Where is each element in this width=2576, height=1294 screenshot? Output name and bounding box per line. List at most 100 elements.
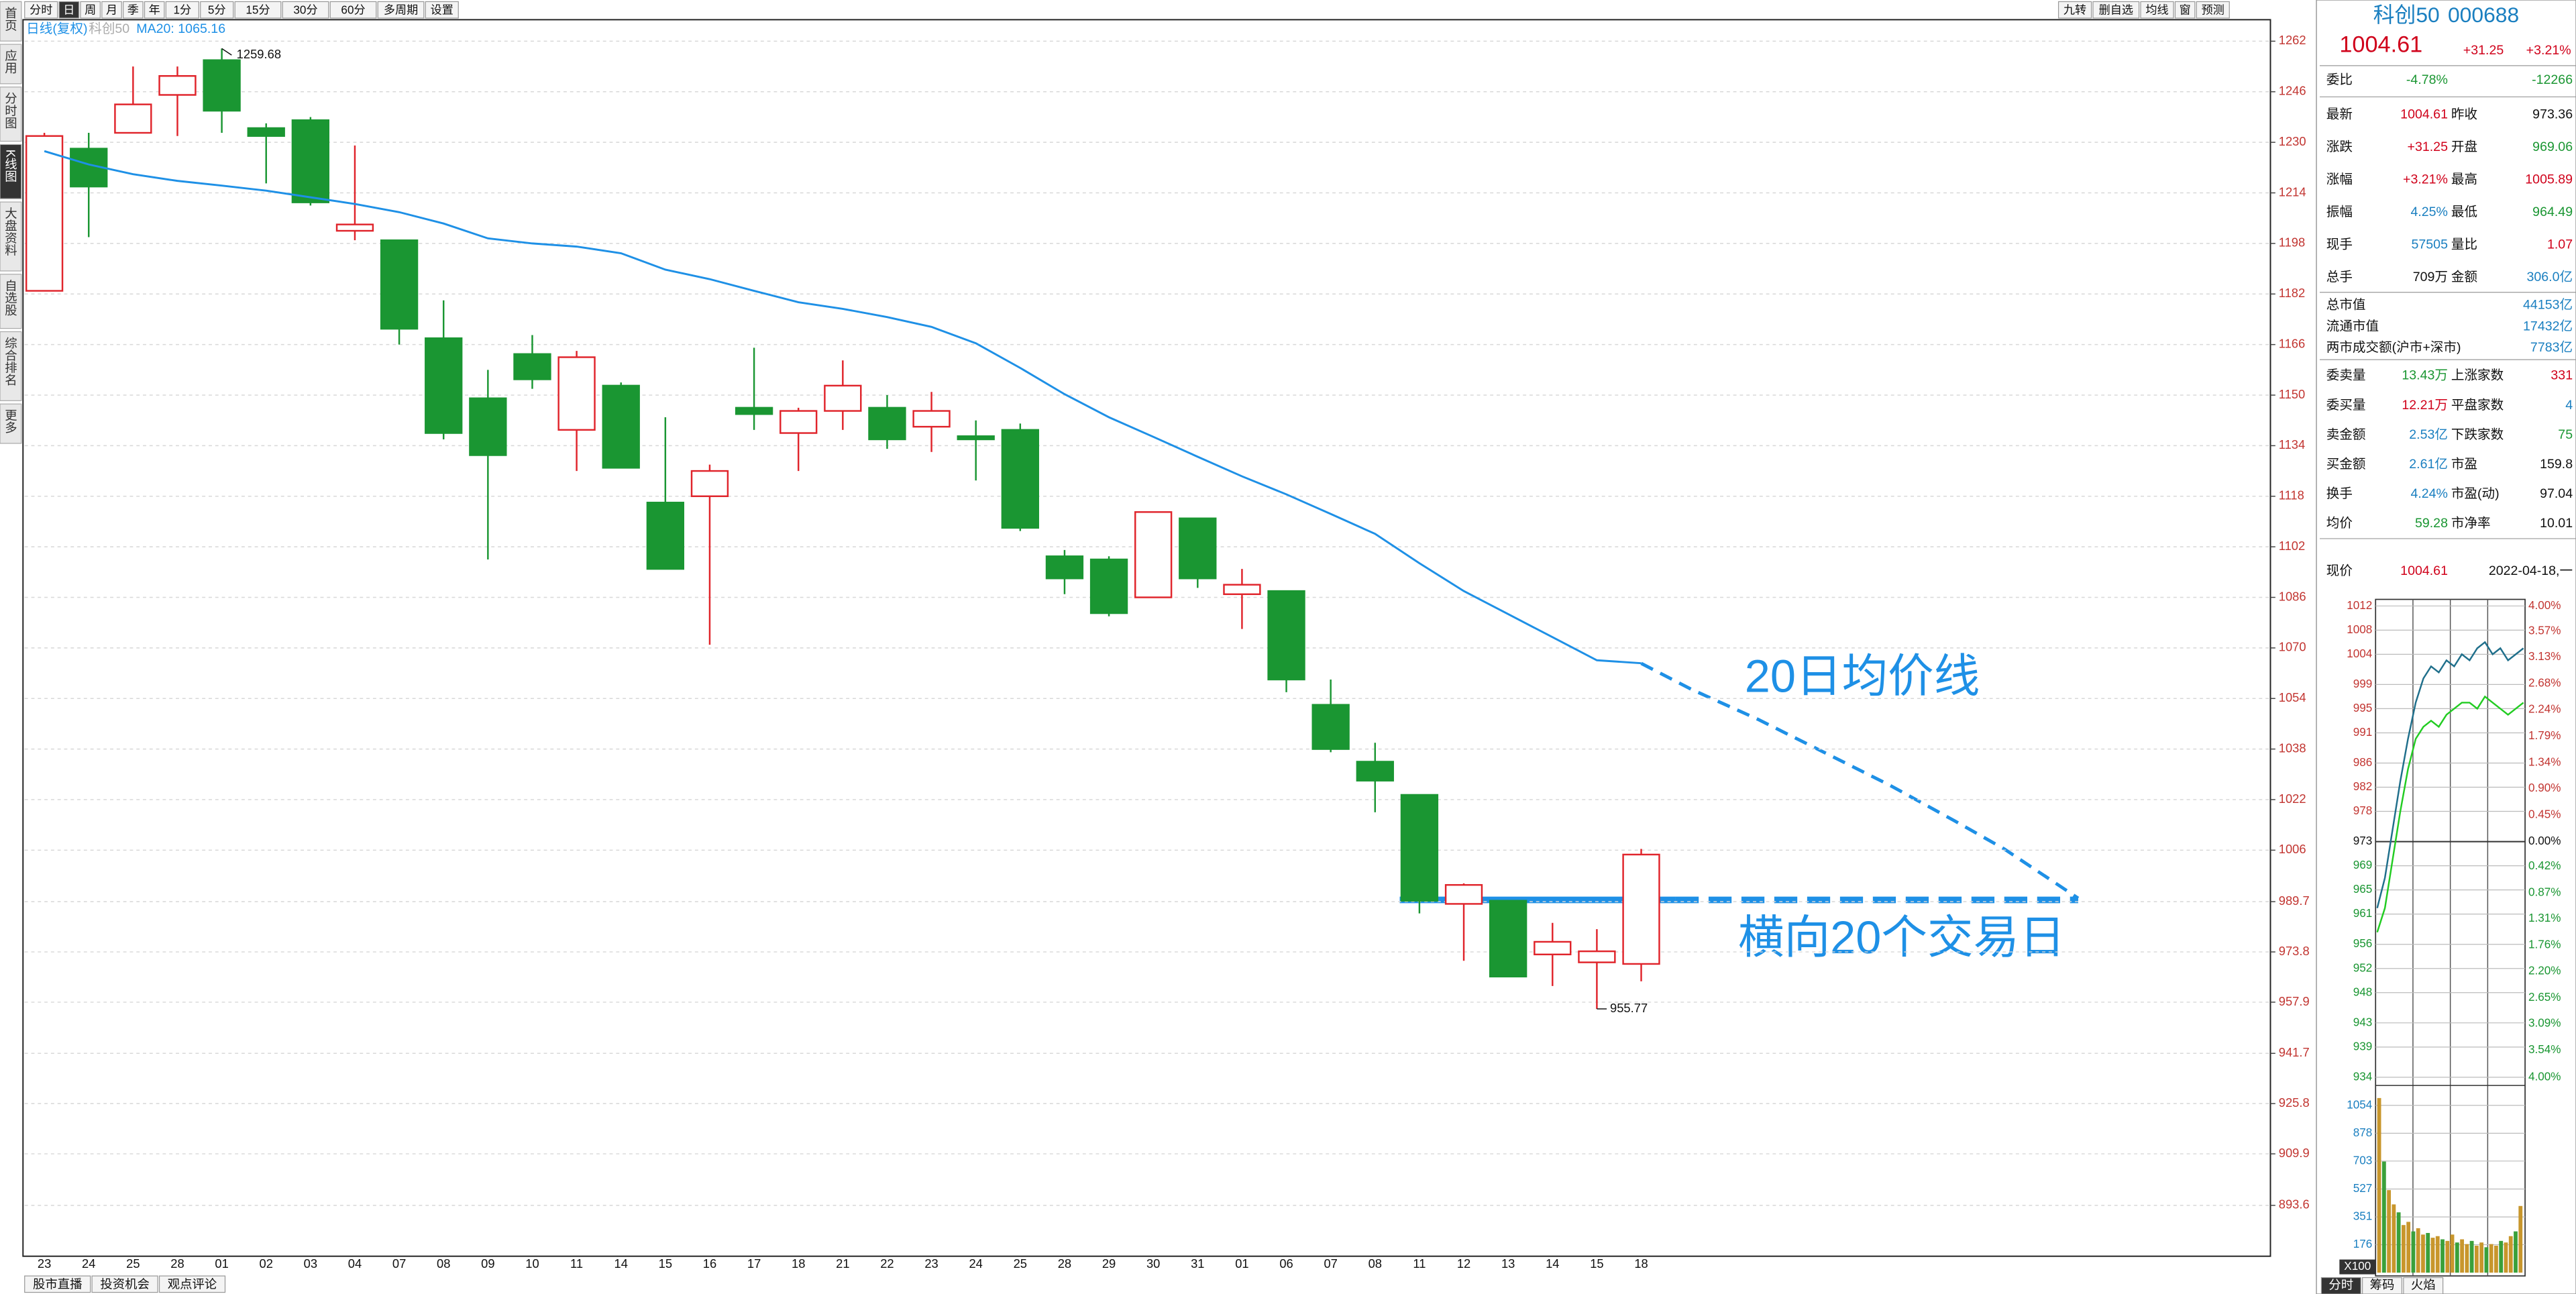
x-tick-label: 01 — [215, 1256, 228, 1271]
sidebar-tab[interactable] — [0, 331, 22, 401]
x-tick-label: 18 — [792, 1256, 805, 1271]
toolbar-label[interactable]: 设置 — [431, 3, 453, 16]
candle-body — [335, 223, 374, 232]
candle-body — [1356, 761, 1394, 781]
toolbar-button[interactable] — [24, 1, 58, 19]
toolbar-label[interactable]: 预测 — [2202, 3, 2224, 16]
toolbar-button[interactable] — [2092, 1, 2140, 19]
sidebar-label[interactable]: 首页 — [3, 7, 17, 32]
bottom-tab[interactable] — [24, 1275, 91, 1293]
toolbar-button[interactable] — [377, 1, 425, 19]
toolbar-label[interactable]: 5分 — [208, 3, 226, 16]
candle-body — [247, 127, 285, 137]
toolbar-label[interactable]: 多周期 — [384, 3, 418, 16]
x-tick-label: 23 — [924, 1256, 938, 1271]
volume-y-label: 703 — [2353, 1153, 2373, 1167]
bottom-tab-label[interactable]: 股市直播 — [33, 1277, 82, 1291]
toolbar-button[interactable] — [234, 1, 282, 19]
candle-body — [868, 407, 906, 441]
sidebar-label[interactable]: 更多 — [3, 409, 17, 434]
sidebar-tab[interactable] — [0, 403, 22, 444]
bottom-tab-label[interactable]: 投资机会 — [100, 1277, 149, 1291]
intraday-tab-label[interactable]: 筹码 — [2370, 1278, 2395, 1292]
toolbar-button[interactable] — [2140, 1, 2174, 19]
toolbar-button[interactable] — [165, 1, 199, 19]
quote-value: 13.43万 — [2402, 368, 2448, 383]
toolbar-label[interactable]: 年 — [149, 3, 160, 16]
toolbar-button[interactable] — [2174, 1, 2196, 19]
x-tick-label: 31 — [1191, 1256, 1204, 1271]
toolbar-label[interactable]: 九转 — [2063, 3, 2086, 16]
toolbar-label[interactable]: 窗 — [2180, 3, 2191, 16]
toolbar-button[interactable] — [2057, 1, 2092, 19]
intraday-y2-label: 2.68% — [2528, 676, 2561, 690]
sidebar-tab[interactable] — [0, 274, 22, 329]
sidebar-tab[interactable] — [0, 87, 22, 142]
toolbar-button[interactable] — [2196, 1, 2230, 19]
intraday-tab-label[interactable]: 火焰 — [2411, 1278, 2436, 1292]
intraday-y2-label: 2.65% — [2528, 990, 2561, 1004]
toolbar-label[interactable]: 月 — [106, 3, 117, 16]
y-tick-label: 1038 — [2279, 741, 2306, 755]
bottom-tab[interactable] — [91, 1275, 158, 1293]
sidebar-tab[interactable] — [0, 144, 22, 199]
sidebar-label[interactable]: K线图 — [3, 150, 17, 182]
candle-body — [380, 239, 419, 330]
toolbar-button[interactable] — [101, 1, 122, 19]
x-tick-label: 06 — [1279, 1256, 1293, 1271]
toolbar-button[interactable] — [329, 1, 377, 19]
intraday-tab-label[interactable]: 分时 — [2328, 1278, 2353, 1292]
toolbar-label[interactable]: 分时 — [30, 3, 52, 16]
intraday-y-label: 934 — [2353, 1069, 2373, 1083]
toolbar-button[interactable] — [200, 1, 234, 19]
candle-body — [469, 397, 507, 456]
quote-label: 下跌家数 — [2451, 427, 2504, 442]
sidebar-label[interactable]: 分时图 — [3, 92, 17, 129]
x-tick-label: 28 — [170, 1256, 184, 1271]
intraday-y2-label: 2.24% — [2528, 702, 2561, 715]
toolbar-button[interactable] — [58, 1, 80, 19]
intraday-y-label: 973 — [2353, 834, 2373, 847]
bottom-tab-label[interactable]: 观点评论 — [168, 1277, 217, 1291]
sidebar-label[interactable]: 综合排名 — [3, 337, 17, 386]
sidebar-label[interactable]: 大盘资料 — [3, 207, 17, 256]
volume-bar — [2484, 1247, 2489, 1273]
intraday-y-label: 969 — [2353, 858, 2373, 871]
candle-body — [203, 59, 241, 112]
toolbar-button[interactable] — [282, 1, 329, 19]
volume-bar — [2406, 1222, 2411, 1273]
toolbar-label[interactable]: 60分 — [341, 3, 365, 16]
toolbar-button[interactable] — [144, 1, 165, 19]
volume-bar — [2504, 1242, 2508, 1273]
candle-body — [291, 119, 330, 203]
toolbar-label[interactable]: 30分 — [293, 3, 317, 16]
sidebar-label[interactable]: 自选股 — [3, 279, 17, 316]
candle-body — [557, 356, 596, 431]
toolbar-button[interactable] — [123, 1, 144, 19]
toolbar-label[interactable]: 15分 — [246, 3, 270, 16]
sidebar-tab[interactable] — [0, 44, 22, 85]
candle-body — [25, 135, 64, 292]
toolbar-label[interactable]: 周 — [85, 3, 96, 16]
bottom-tab[interactable] — [158, 1275, 226, 1293]
toolbar-label[interactable]: 1分 — [174, 3, 192, 16]
toolbar-label[interactable]: 均线 — [2145, 3, 2168, 16]
toolbar-label[interactable]: 季 — [127, 3, 139, 16]
toolbar-button[interactable] — [425, 1, 459, 19]
quote-label: 开盘 — [2451, 140, 2477, 154]
candle-body — [602, 384, 640, 469]
x-tick-label: 24 — [82, 1256, 95, 1271]
candle-body — [1267, 590, 1305, 681]
toolbar-button[interactable] — [80, 1, 101, 19]
intraday-tab[interactable] — [2362, 1277, 2403, 1294]
sidebar-tab[interactable] — [0, 201, 22, 272]
intraday-tab[interactable] — [2403, 1277, 2444, 1294]
sidebar-tab[interactable] — [0, 1, 22, 42]
candle-body — [912, 410, 951, 428]
toolbar-label[interactable]: 日 — [63, 3, 74, 16]
toolbar-label[interactable]: 删自选 — [2099, 3, 2133, 16]
candle-body — [1089, 558, 1128, 614]
candle-body — [114, 103, 152, 134]
intraday-tab[interactable] — [2320, 1277, 2361, 1294]
sidebar-label[interactable]: 应用 — [3, 49, 17, 74]
